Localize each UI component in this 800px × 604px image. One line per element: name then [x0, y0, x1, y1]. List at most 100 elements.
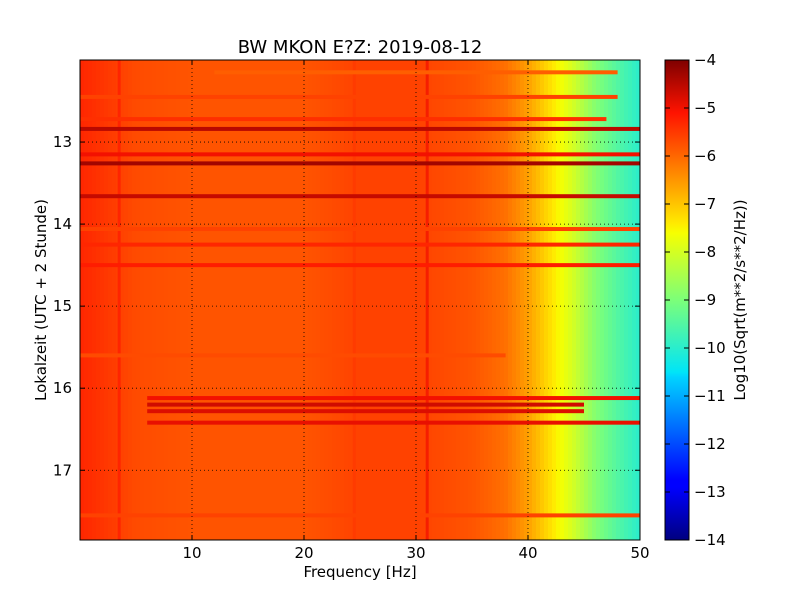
heatmap-frequency-line [425, 60, 429, 540]
heatmap-background-strip [520, 60, 525, 540]
heatmap-background-strip [152, 60, 157, 540]
heatmap-background-strip [512, 60, 517, 540]
heatmap-background-strip [340, 60, 345, 540]
heatmap-background-strip [596, 60, 601, 540]
colorbar-tick-label: −8 [694, 243, 716, 261]
colorbar-tick-label: −13 [694, 483, 726, 501]
heatmap-background-strip [444, 60, 449, 540]
heatmap-background-strip [540, 60, 545, 540]
heatmap-background-strip [480, 60, 485, 540]
heatmap-time-band [80, 152, 640, 157]
heatmap-background-strip [148, 60, 153, 540]
heatmap-background-strip [212, 60, 217, 540]
colorbar-tick-label: −4 [694, 51, 716, 69]
heatmap-background-strip [140, 60, 145, 540]
heatmap-time-band [80, 117, 607, 122]
heatmap-background-strip [432, 60, 437, 540]
heatmap-time-band [147, 409, 584, 414]
heatmap-background-strip [280, 60, 285, 540]
y-tick-label: 13 [53, 133, 72, 151]
heatmap-background-strip [372, 60, 377, 540]
heatmap-background-strip [476, 60, 481, 540]
heatmap-background-strip [436, 60, 441, 540]
colorbar-tick-label: −5 [694, 99, 716, 117]
heatmap-time-band [147, 402, 584, 407]
heatmap-background-strip [388, 60, 393, 540]
heatmap-background-strip [272, 60, 277, 540]
heatmap-background-strip [400, 60, 405, 540]
heatmap-background-strip [208, 60, 213, 540]
colorbar-tick-label: −14 [694, 531, 726, 549]
heatmap-background-strip [204, 60, 209, 540]
heatmap-background-strip [564, 60, 569, 540]
heatmap-background-strip [164, 60, 169, 540]
colorbar-tick-label: −10 [694, 339, 726, 357]
heatmap-background-strip [452, 60, 457, 540]
heatmap-background-strip [456, 60, 461, 540]
heatmap-background-strip [588, 60, 593, 540]
heatmap-background-strip [228, 60, 233, 540]
heatmap-time-band [80, 161, 640, 166]
grid [80, 60, 640, 540]
heatmap-background-strip [376, 60, 381, 540]
heatmap-time-band [80, 263, 640, 268]
colorbar-axis: −4 −5 −6 −7 −8 −9 −10 −11 −12 −13 −14 [665, 51, 726, 549]
heatmap-background-strip [584, 60, 589, 540]
heatmap-background-strip [268, 60, 273, 540]
heatmap-background-strip [144, 60, 149, 540]
heatmap-background-strip [196, 60, 201, 540]
heatmap-background-strip [528, 60, 533, 540]
heatmap-background-strip [524, 60, 529, 540]
heatmap-background-strip [176, 60, 181, 540]
heatmap-background-strip [156, 60, 161, 540]
heatmap-time-band [80, 227, 640, 232]
heatmap-background-strip [296, 60, 301, 540]
heatmap-background-strip [368, 60, 373, 540]
x-tick-label: 50 [630, 544, 649, 562]
heatmap-background-strip [192, 60, 197, 540]
heatmap-background-strip [396, 60, 401, 540]
heatmap-background-strip [320, 60, 325, 540]
heatmap-background-strip [428, 60, 433, 540]
heatmap-background-strip [392, 60, 397, 540]
x-tick-label: 10 [182, 544, 201, 562]
heatmap-background-strip [496, 60, 501, 540]
heatmap-background-strip [448, 60, 453, 540]
heatmap-background-strip [276, 60, 281, 540]
heatmap-background-strip [316, 60, 321, 540]
heatmap-background-strip [628, 60, 633, 540]
heatmap-background-strip [100, 60, 105, 540]
heatmap-background-strip [252, 60, 257, 540]
heatmap-background-strip [244, 60, 249, 540]
heatmap-background-strip [92, 60, 97, 540]
heatmap-background-strip [136, 60, 141, 540]
heatmap-background-strip [324, 60, 329, 540]
heatmap-background-strip [568, 60, 573, 540]
heatmap-background-strip [328, 60, 333, 540]
heatmap-background-strip [172, 60, 177, 540]
heatmap-frequency-line [352, 60, 356, 540]
heatmap-background-strip [292, 60, 297, 540]
heatmap-background-strip [380, 60, 385, 540]
spectrogram-heatmap [80, 60, 640, 540]
heatmap-time-band [80, 94, 618, 99]
heatmap-background-strip [288, 60, 293, 540]
heatmap-background-strip [224, 60, 229, 540]
y-tick-label: 14 [53, 215, 72, 233]
heatmap-background-strip [200, 60, 205, 540]
heatmap-background-strip [284, 60, 289, 540]
heatmap-frequency-line [117, 60, 121, 540]
heatmap-background-strip [500, 60, 505, 540]
y-axis-label: Lokalzeit (UTC + 2 Stunde) [32, 199, 50, 401]
heatmap-background-strip [264, 60, 269, 540]
heatmap-background-strip [580, 60, 585, 540]
heatmap-background-strip [604, 60, 609, 540]
colorbar-label: Log10(Sqrt(m**2/s**2/Hz)) [731, 199, 749, 400]
heatmap-background-strip [572, 60, 577, 540]
heatmap-background-strip [484, 60, 489, 540]
x-tick-label: 20 [294, 544, 313, 562]
x-tick-label: 30 [406, 544, 425, 562]
heatmap-background-strip [404, 60, 409, 540]
heatmap-background-strip [420, 60, 425, 540]
